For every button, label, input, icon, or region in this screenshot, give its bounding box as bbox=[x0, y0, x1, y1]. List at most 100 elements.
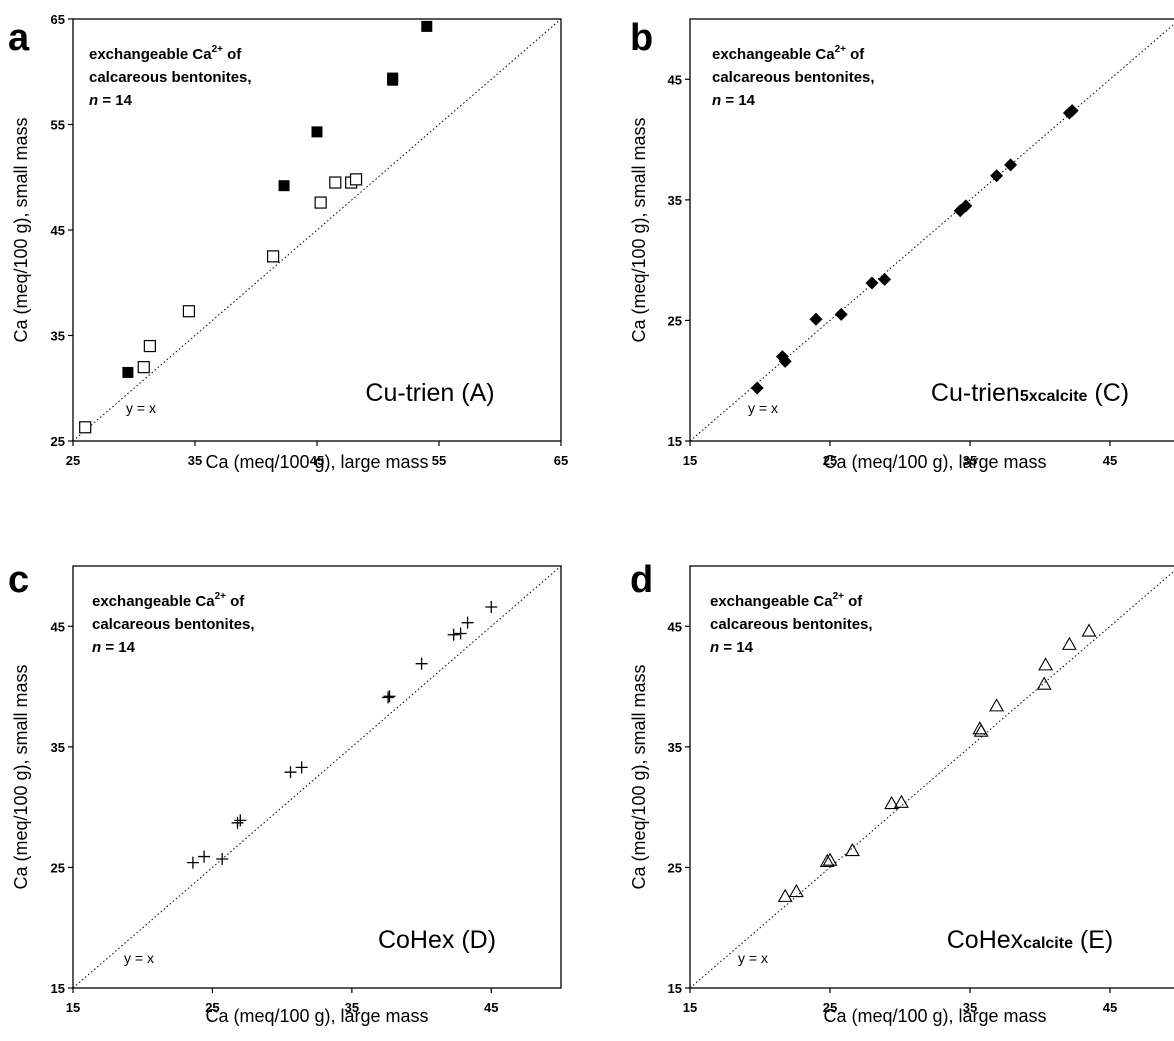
y-tick-label: 15 bbox=[668, 981, 682, 996]
identity-line-label: y = x bbox=[738, 950, 768, 966]
method-label: CoHexcalcite (E) bbox=[947, 926, 1114, 954]
data-point bbox=[1004, 158, 1018, 172]
annotation-line-2: calcareous bentonites, bbox=[92, 616, 255, 633]
data-point bbox=[878, 272, 892, 286]
data-point bbox=[788, 883, 804, 898]
annotation-line-2: calcareous bentonites, bbox=[710, 616, 873, 633]
y-tick-label: 35 bbox=[668, 740, 682, 755]
data-point bbox=[485, 600, 498, 613]
data-point bbox=[415, 657, 428, 670]
identity-line-label: y = x bbox=[124, 950, 154, 966]
data-point bbox=[750, 381, 764, 395]
data-point bbox=[382, 691, 395, 704]
data-point bbox=[1061, 636, 1077, 650]
data-point bbox=[383, 690, 396, 703]
data-point bbox=[329, 176, 342, 189]
data-point bbox=[349, 173, 363, 186]
y-tick-label: 25 bbox=[668, 860, 682, 875]
y-axis-label: Ca (meq/100 g), small mass bbox=[11, 664, 31, 889]
data-point bbox=[284, 766, 297, 779]
data-point bbox=[461, 616, 474, 629]
data-point bbox=[893, 794, 909, 808]
data-point bbox=[122, 366, 134, 378]
y-tick-label: 35 bbox=[51, 740, 65, 755]
data-point bbox=[137, 361, 150, 374]
x-tick-label: 15 bbox=[683, 1000, 697, 1015]
data-point bbox=[990, 169, 1004, 183]
annotation-line-1: exchangeable Ca2+ of bbox=[710, 591, 863, 610]
method-label: Cu-trien5xcalcite (C) bbox=[931, 379, 1129, 407]
y-axis-label: Ca (meq/100 g), small mass bbox=[629, 664, 649, 889]
data-point bbox=[454, 627, 467, 640]
annotation-line-1: exchangeable Ca2+ of bbox=[712, 44, 865, 63]
panel-letter: c bbox=[8, 559, 29, 601]
annotation-line-2: calcareous bentonites, bbox=[712, 69, 875, 86]
panel-letter: a bbox=[8, 17, 30, 59]
annotation-sample-size: n = 14 bbox=[712, 92, 756, 109]
data-point bbox=[844, 842, 860, 857]
data-point bbox=[1065, 104, 1079, 118]
data-point bbox=[314, 196, 327, 209]
data-point bbox=[834, 307, 848, 321]
annotation-line-1: exchangeable Ca2+ of bbox=[92, 591, 245, 610]
x-tick-label: 25 bbox=[823, 453, 837, 468]
data-point bbox=[266, 250, 280, 263]
annotation-line-2: calcareous bentonites, bbox=[89, 69, 252, 86]
method-label: CoHex (D) bbox=[378, 926, 496, 954]
data-point bbox=[1036, 676, 1052, 690]
panel-a: 25 35 45 55 65 25 35 45 55 65 a Ca (meq/100 g), lar… bbox=[8, 12, 568, 472]
data-point bbox=[809, 312, 823, 326]
x-tick-label: 25 bbox=[205, 1000, 219, 1015]
y-tick-label: 45 bbox=[668, 619, 682, 634]
data-point bbox=[198, 850, 211, 863]
y-axis-label: Ca (meq/100 g), small mass bbox=[629, 117, 649, 342]
x-tick-label: 15 bbox=[683, 453, 697, 468]
identity-line-label: y = x bbox=[126, 400, 156, 416]
x-tick-label: 45 bbox=[1103, 1000, 1117, 1015]
x-tick-label: 15 bbox=[66, 1000, 80, 1015]
data-point bbox=[421, 20, 433, 32]
x-axis-label: Ca (meq/100 g), large mass bbox=[823, 1006, 1046, 1026]
y-tick-label: 15 bbox=[51, 981, 65, 996]
y-tick-label: 35 bbox=[668, 193, 682, 208]
x-tick-label: 35 bbox=[963, 453, 977, 468]
x-tick-label: 45 bbox=[484, 1000, 498, 1015]
y-tick-label: 25 bbox=[51, 860, 65, 875]
data-point bbox=[973, 723, 989, 737]
data-point bbox=[278, 180, 290, 192]
data-point bbox=[143, 339, 156, 353]
data-point bbox=[311, 126, 323, 138]
data-point bbox=[216, 852, 229, 865]
x-tick-label: 45 bbox=[1103, 453, 1117, 468]
data-point bbox=[79, 421, 92, 434]
x-axis-label: Ca (meq/100 g), large mass bbox=[205, 1006, 428, 1026]
data-point bbox=[819, 853, 835, 867]
y-tick-label: 35 bbox=[51, 329, 65, 344]
x-tick-label: 35 bbox=[188, 453, 202, 468]
y-tick-label: 15 bbox=[668, 434, 682, 449]
method-label: Cu-trien (A) bbox=[365, 379, 494, 407]
data-point bbox=[186, 856, 199, 869]
panel-c: 15 25 35 45 15 25 35 45 c Ca (meq/100 g), large m… bbox=[8, 559, 562, 1026]
y-tick-label: 45 bbox=[51, 223, 65, 238]
data-point bbox=[182, 305, 195, 318]
identity-line-label: y = x bbox=[748, 400, 778, 416]
annotation-sample-size: n = 14 bbox=[710, 639, 754, 656]
data-point bbox=[1081, 623, 1097, 637]
y-tick-label: 45 bbox=[668, 72, 682, 87]
data-point bbox=[959, 199, 973, 213]
plot-frame bbox=[689, 18, 1174, 442]
data-point bbox=[884, 795, 900, 810]
panel-letter: d bbox=[630, 559, 653, 601]
x-tick-label: 35 bbox=[963, 1000, 977, 1015]
data-point bbox=[234, 814, 247, 827]
x-tick-label: 55 bbox=[432, 453, 446, 468]
panel-d: 15 25 35 45 15 25 35 45 d Ca (meq/100 g), large m… bbox=[629, 559, 1174, 1026]
data-point bbox=[989, 698, 1005, 712]
y-tick-label: 25 bbox=[51, 434, 65, 449]
x-axis-label: Ca (meq/100 g), large mass bbox=[823, 452, 1046, 472]
y-tick-label: 55 bbox=[51, 118, 65, 133]
data-point bbox=[865, 276, 879, 290]
y-tick-label: 65 bbox=[51, 12, 65, 27]
